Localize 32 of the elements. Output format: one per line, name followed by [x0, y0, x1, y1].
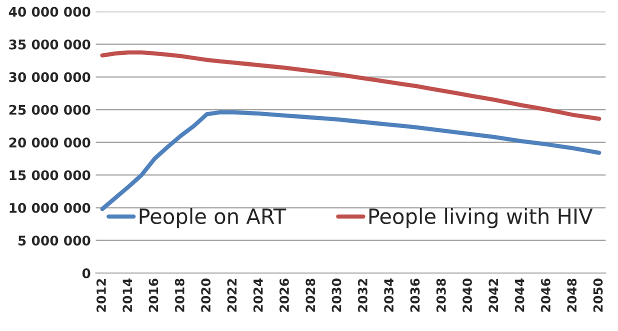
y-tick-label: 35 000 000	[9, 39, 90, 50]
x-tick-label: 2012	[96, 279, 106, 312]
x-tick-label: 2046	[540, 278, 550, 312]
x-tick-label: 2040	[462, 278, 472, 312]
y-tick-label: 5 000 000	[18, 236, 90, 246]
y-tick-label: 0	[82, 268, 90, 278]
legend-label: People on ART	[140, 208, 286, 228]
line-series	[100, 50, 602, 121]
x-tick-label: 2042	[488, 279, 498, 312]
y-tick-label: 10 000 000	[10, 202, 90, 213]
x-tick-label: 2020	[201, 278, 211, 312]
x-tick-label: 2018	[174, 278, 184, 312]
x-tick-label: 2032	[358, 279, 368, 312]
y-tick-label: 15 000 000	[10, 170, 90, 180]
x-tick-label: 2034	[384, 278, 394, 312]
x-tick-label: 2030	[332, 278, 342, 312]
x-tick-label: 2022	[227, 279, 237, 312]
y-tick-label: 20 000 000	[9, 138, 90, 148]
x-tick-label: 2014	[122, 278, 132, 312]
x-tick-label: 2026	[280, 278, 289, 312]
x-tick-label: 2028	[306, 278, 316, 312]
y-tick-label: 25 000 000	[9, 104, 90, 115]
x-tick-label: 2038	[436, 278, 446, 312]
y-tick-label: 30 000 000	[9, 72, 90, 82]
x-tick-label: 2044	[514, 278, 524, 312]
y-tick-label: 40 000 000	[8, 6, 90, 17]
x-tick-label: 2016	[148, 278, 158, 312]
legend-label: People living with HIV	[369, 208, 593, 228]
x-tick-label: 2036	[410, 278, 420, 312]
x-tick-label: 2050	[593, 278, 603, 312]
x-tick-label: 2048	[567, 278, 577, 312]
x-tick-label: 2024	[253, 278, 263, 312]
